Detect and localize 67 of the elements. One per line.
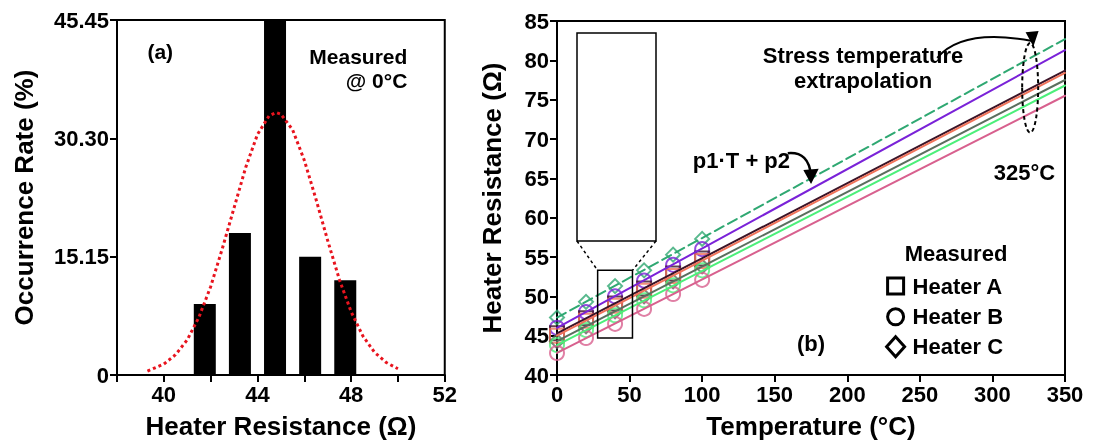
point xyxy=(694,230,711,247)
annotation: Heater A xyxy=(912,273,1003,299)
x-axis-title: Heater Resistance (Ω) xyxy=(145,411,417,441)
point xyxy=(694,262,711,279)
point xyxy=(636,292,653,309)
x-tick-label: 200 xyxy=(828,381,866,407)
line-series xyxy=(145,111,400,373)
y-axis-title: Occurrence Rate (%) xyxy=(9,69,39,326)
annotation: Heater C xyxy=(912,334,1004,360)
y-tick-label: 55 xyxy=(524,244,549,270)
point xyxy=(549,344,565,361)
point xyxy=(607,307,624,324)
point xyxy=(636,288,653,305)
x-tick-label: 52 xyxy=(432,381,458,407)
point xyxy=(578,318,595,335)
point xyxy=(549,337,565,354)
point xyxy=(665,285,682,302)
x-tick-label: 100 xyxy=(683,381,721,407)
y-tick-label: 60 xyxy=(524,205,549,231)
x-tick-label: 48 xyxy=(338,381,364,407)
y-tick-label: 45.45 xyxy=(53,7,109,33)
annotation: Stress temperature extrapolation xyxy=(762,42,964,94)
annotation: (a) xyxy=(147,39,174,64)
x-tick-label: 44 xyxy=(245,381,271,407)
point xyxy=(607,315,624,332)
y-tick-label: 75 xyxy=(524,87,549,113)
x-tick-label: 300 xyxy=(974,381,1011,407)
point xyxy=(607,278,624,295)
point xyxy=(694,241,711,258)
y-tick-label: 0 xyxy=(96,362,109,388)
x-axis-title: Temperature (°C) xyxy=(706,411,916,441)
annotation: Heater B xyxy=(912,304,1004,330)
annotation: Measured @ 0°C xyxy=(309,44,408,94)
y-tick-label: 80 xyxy=(524,47,549,73)
x-tick-label: 350 xyxy=(1046,381,1084,407)
point xyxy=(549,333,565,350)
y-tick-label: 85 xyxy=(524,8,549,34)
annotation: p1·T + p2 xyxy=(692,147,791,174)
x-tick-label: 150 xyxy=(756,381,794,407)
x-tick-label: 250 xyxy=(901,381,939,407)
annotation: (b) xyxy=(797,331,826,357)
point xyxy=(549,309,565,326)
y-tick-label: 45 xyxy=(524,323,549,349)
y-tick-label: 40 xyxy=(524,362,549,388)
point xyxy=(578,322,595,339)
point xyxy=(694,271,711,288)
point xyxy=(665,273,682,290)
annotation: 325°C xyxy=(993,159,1056,185)
point xyxy=(665,277,682,294)
point xyxy=(578,293,595,310)
y-tick-label: 30.30 xyxy=(53,125,109,151)
point xyxy=(665,246,682,263)
x-tick-label: 40 xyxy=(151,381,177,407)
point xyxy=(607,303,624,320)
point xyxy=(636,300,653,317)
point xyxy=(578,330,595,347)
point xyxy=(694,258,711,275)
x-tick-label: 50 xyxy=(617,381,642,407)
point xyxy=(665,256,682,273)
legend-title: Measured xyxy=(904,241,1008,267)
y-tick-label: 15.15 xyxy=(53,244,109,270)
y-tick-label: 65 xyxy=(524,165,549,191)
bar xyxy=(228,233,251,375)
y-tick-label: 70 xyxy=(524,126,549,152)
y-axis-title: Heater Resistance (Ω) xyxy=(477,62,507,334)
point xyxy=(636,262,653,279)
y-tick-label: 50 xyxy=(524,283,549,309)
